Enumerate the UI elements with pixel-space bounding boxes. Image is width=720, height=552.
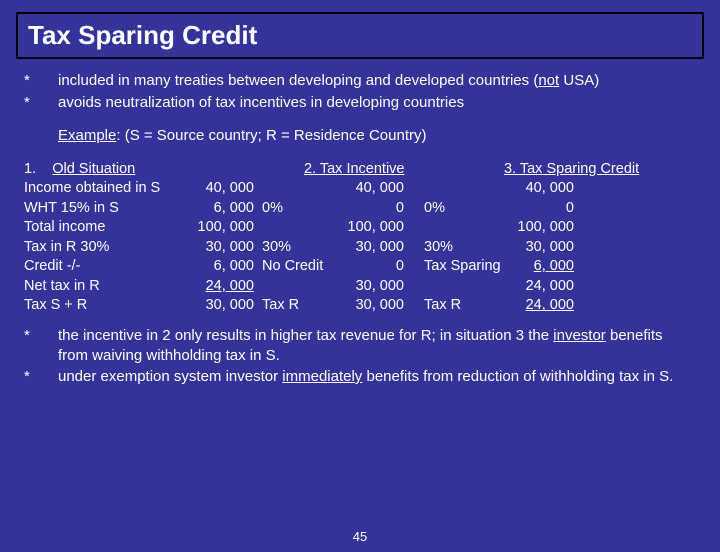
slide-title: Tax Sparing Credit (28, 20, 692, 51)
bullet-mark: * (24, 71, 58, 91)
table-cell: 40, 000 (184, 179, 254, 199)
table-row: Net tax in R24, 00030, 00024, 000 (24, 277, 696, 297)
table-cell: 0 (504, 199, 574, 219)
table-cell: Tax Sparing (404, 257, 504, 277)
header-col3: 3. Tax Sparing Credit (504, 160, 574, 180)
table-cell: Tax R (404, 296, 504, 316)
table-cell: No Credit (254, 257, 334, 277)
table-cell: 30, 000 (184, 238, 254, 258)
table-cell: 100, 000 (334, 218, 404, 238)
table-cell: 0 (334, 257, 404, 277)
table-cell: 40, 000 (504, 179, 574, 199)
table-cell (254, 277, 334, 297)
table-cell: 40, 000 (334, 179, 404, 199)
bottom-bullets: *the incentive in 2 only results in high… (24, 326, 696, 387)
header-col1: 1. Old Situation (24, 160, 184, 180)
table-cell: Net tax in R (24, 277, 184, 297)
table-cell: Tax in R 30% (24, 238, 184, 258)
bullet-mark: * (24, 367, 58, 387)
example-label: Example (58, 127, 116, 144)
table-row: Income obtained in S40, 00040, 00040, 00… (24, 179, 696, 199)
table-row: Tax S + R30, 000Tax R30, 000Tax R24, 000 (24, 296, 696, 316)
table-cell (404, 277, 504, 297)
table-cell: 0% (404, 199, 504, 219)
table-cell: 6, 000 (504, 257, 574, 277)
table-cell: Tax S + R (24, 296, 184, 316)
table-cell: WHT 15% in S (24, 199, 184, 219)
comparison-table: 1. Old Situation 2. Tax Incentive 3. Tax… (24, 160, 696, 317)
table-cell: 30, 000 (334, 277, 404, 297)
bullet-text: the incentive in 2 only results in highe… (58, 326, 696, 365)
table-row: Tax in R 30%30, 00030%30, 00030%30, 000 (24, 238, 696, 258)
table-row: Total income100, 000100, 000100, 000 (24, 218, 696, 238)
table-cell: 6, 000 (184, 199, 254, 219)
bullet-text: under exemption system investor immediat… (58, 367, 696, 387)
table-cell: Credit -/- (24, 257, 184, 277)
table-cell (254, 179, 334, 199)
table-cell: Total income (24, 218, 184, 238)
bullet-mark: * (24, 93, 58, 113)
table-cell: 24, 000 (184, 277, 254, 297)
bullet-text: included in many treaties between develo… (58, 71, 696, 91)
header-col2: 2. Tax Incentive (304, 160, 374, 180)
table-cell: 100, 000 (504, 218, 574, 238)
table-cell: Tax R (254, 296, 334, 316)
table-cell: 30, 000 (504, 238, 574, 258)
table-cell: 30, 000 (334, 238, 404, 258)
table-cell: 30% (254, 238, 334, 258)
table-cell: 24, 000 (504, 296, 574, 316)
table-cell: 0% (254, 199, 334, 219)
title-bar: Tax Sparing Credit (16, 12, 704, 59)
table-cell: Income obtained in S (24, 179, 184, 199)
bullet-row: *avoids neutralization of tax incentives… (24, 93, 696, 113)
table-cell (404, 179, 504, 199)
example-line: Example: (S = Source country; R = Reside… (58, 126, 696, 146)
table-cell (404, 218, 504, 238)
table-cell (254, 218, 334, 238)
page-number: 45 (353, 529, 367, 544)
bullet-mark: * (24, 326, 58, 365)
content-area: *included in many treaties between devel… (0, 67, 720, 387)
table-cell: 30, 000 (184, 296, 254, 316)
example-suffix: : (S = Source country; R = Residence Cou… (116, 127, 426, 144)
table-row: WHT 15% in S6, 0000%00%0 (24, 199, 696, 219)
bullet-row: *under exemption system investor immedia… (24, 367, 696, 387)
top-bullets: *included in many treaties between devel… (24, 71, 696, 112)
bullet-text: avoids neutralization of tax incentives … (58, 93, 696, 113)
bullet-row: *included in many treaties between devel… (24, 71, 696, 91)
table-header-row: 1. Old Situation 2. Tax Incentive 3. Tax… (24, 160, 696, 180)
table-row: Credit -/-6, 000No Credit0Tax Sparing6, … (24, 257, 696, 277)
table-cell: 6, 000 (184, 257, 254, 277)
table-cell: 100, 000 (184, 218, 254, 238)
table-cell: 30, 000 (334, 296, 404, 316)
table-cell: 24, 000 (504, 277, 574, 297)
table-cell: 0 (334, 199, 404, 219)
bullet-row: *the incentive in 2 only results in high… (24, 326, 696, 365)
table-cell: 30% (404, 238, 504, 258)
